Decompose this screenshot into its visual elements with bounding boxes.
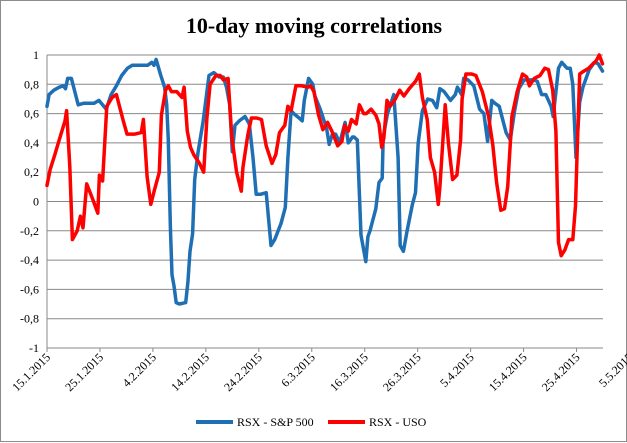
y-tick-label: 0,4	[24, 136, 39, 150]
y-tick-label: -0,2	[20, 224, 39, 238]
x-tick-label: 15.4.2015	[486, 350, 530, 394]
legend-label-uso: RSX - USO	[369, 415, 427, 429]
x-tick-label: 5.5.2015	[596, 350, 627, 390]
x-tick-label: 15.1.2015	[9, 350, 53, 394]
y-tick-label: 0	[33, 195, 39, 209]
series-line-rsx-uso	[45, 53, 605, 258]
x-tick-label: 5.4.2015	[437, 350, 477, 390]
x-tick-label: 16.3.2015	[327, 350, 371, 394]
x-tick-label: 25.4.2015	[539, 350, 583, 394]
y-tick-label: -1	[29, 341, 39, 355]
series-line-rsx-sp500	[45, 57, 605, 306]
x-tick-label: 6.3.2015	[278, 350, 318, 390]
y-tick-label: -0,8	[20, 312, 39, 326]
y-tick-label: 0,8	[24, 77, 39, 91]
series-lines	[45, 53, 605, 306]
y-tick-label: -0,6	[20, 282, 39, 296]
chart-title: 10-day moving correlations	[186, 13, 443, 38]
x-tick-label: 26.3.2015	[380, 350, 424, 394]
y-tick-label: 0,2	[24, 165, 39, 179]
gridlines	[47, 54, 603, 349]
x-tick-label: 24.2.2015	[221, 350, 265, 394]
legend-label-sp500: RSX - S&P 500	[237, 415, 314, 429]
y-tick-label: 0,6	[24, 107, 39, 121]
x-tick-label: 25.1.2015	[62, 350, 106, 394]
x-tick-label: 14.2.2015	[168, 350, 212, 394]
legend: RSX - S&P 500 RSX - USO	[196, 415, 427, 429]
x-tick-label: 4.2.2015	[119, 350, 159, 390]
y-tick-label: -0,4	[20, 253, 39, 267]
y-tick-label: 1	[33, 48, 39, 62]
